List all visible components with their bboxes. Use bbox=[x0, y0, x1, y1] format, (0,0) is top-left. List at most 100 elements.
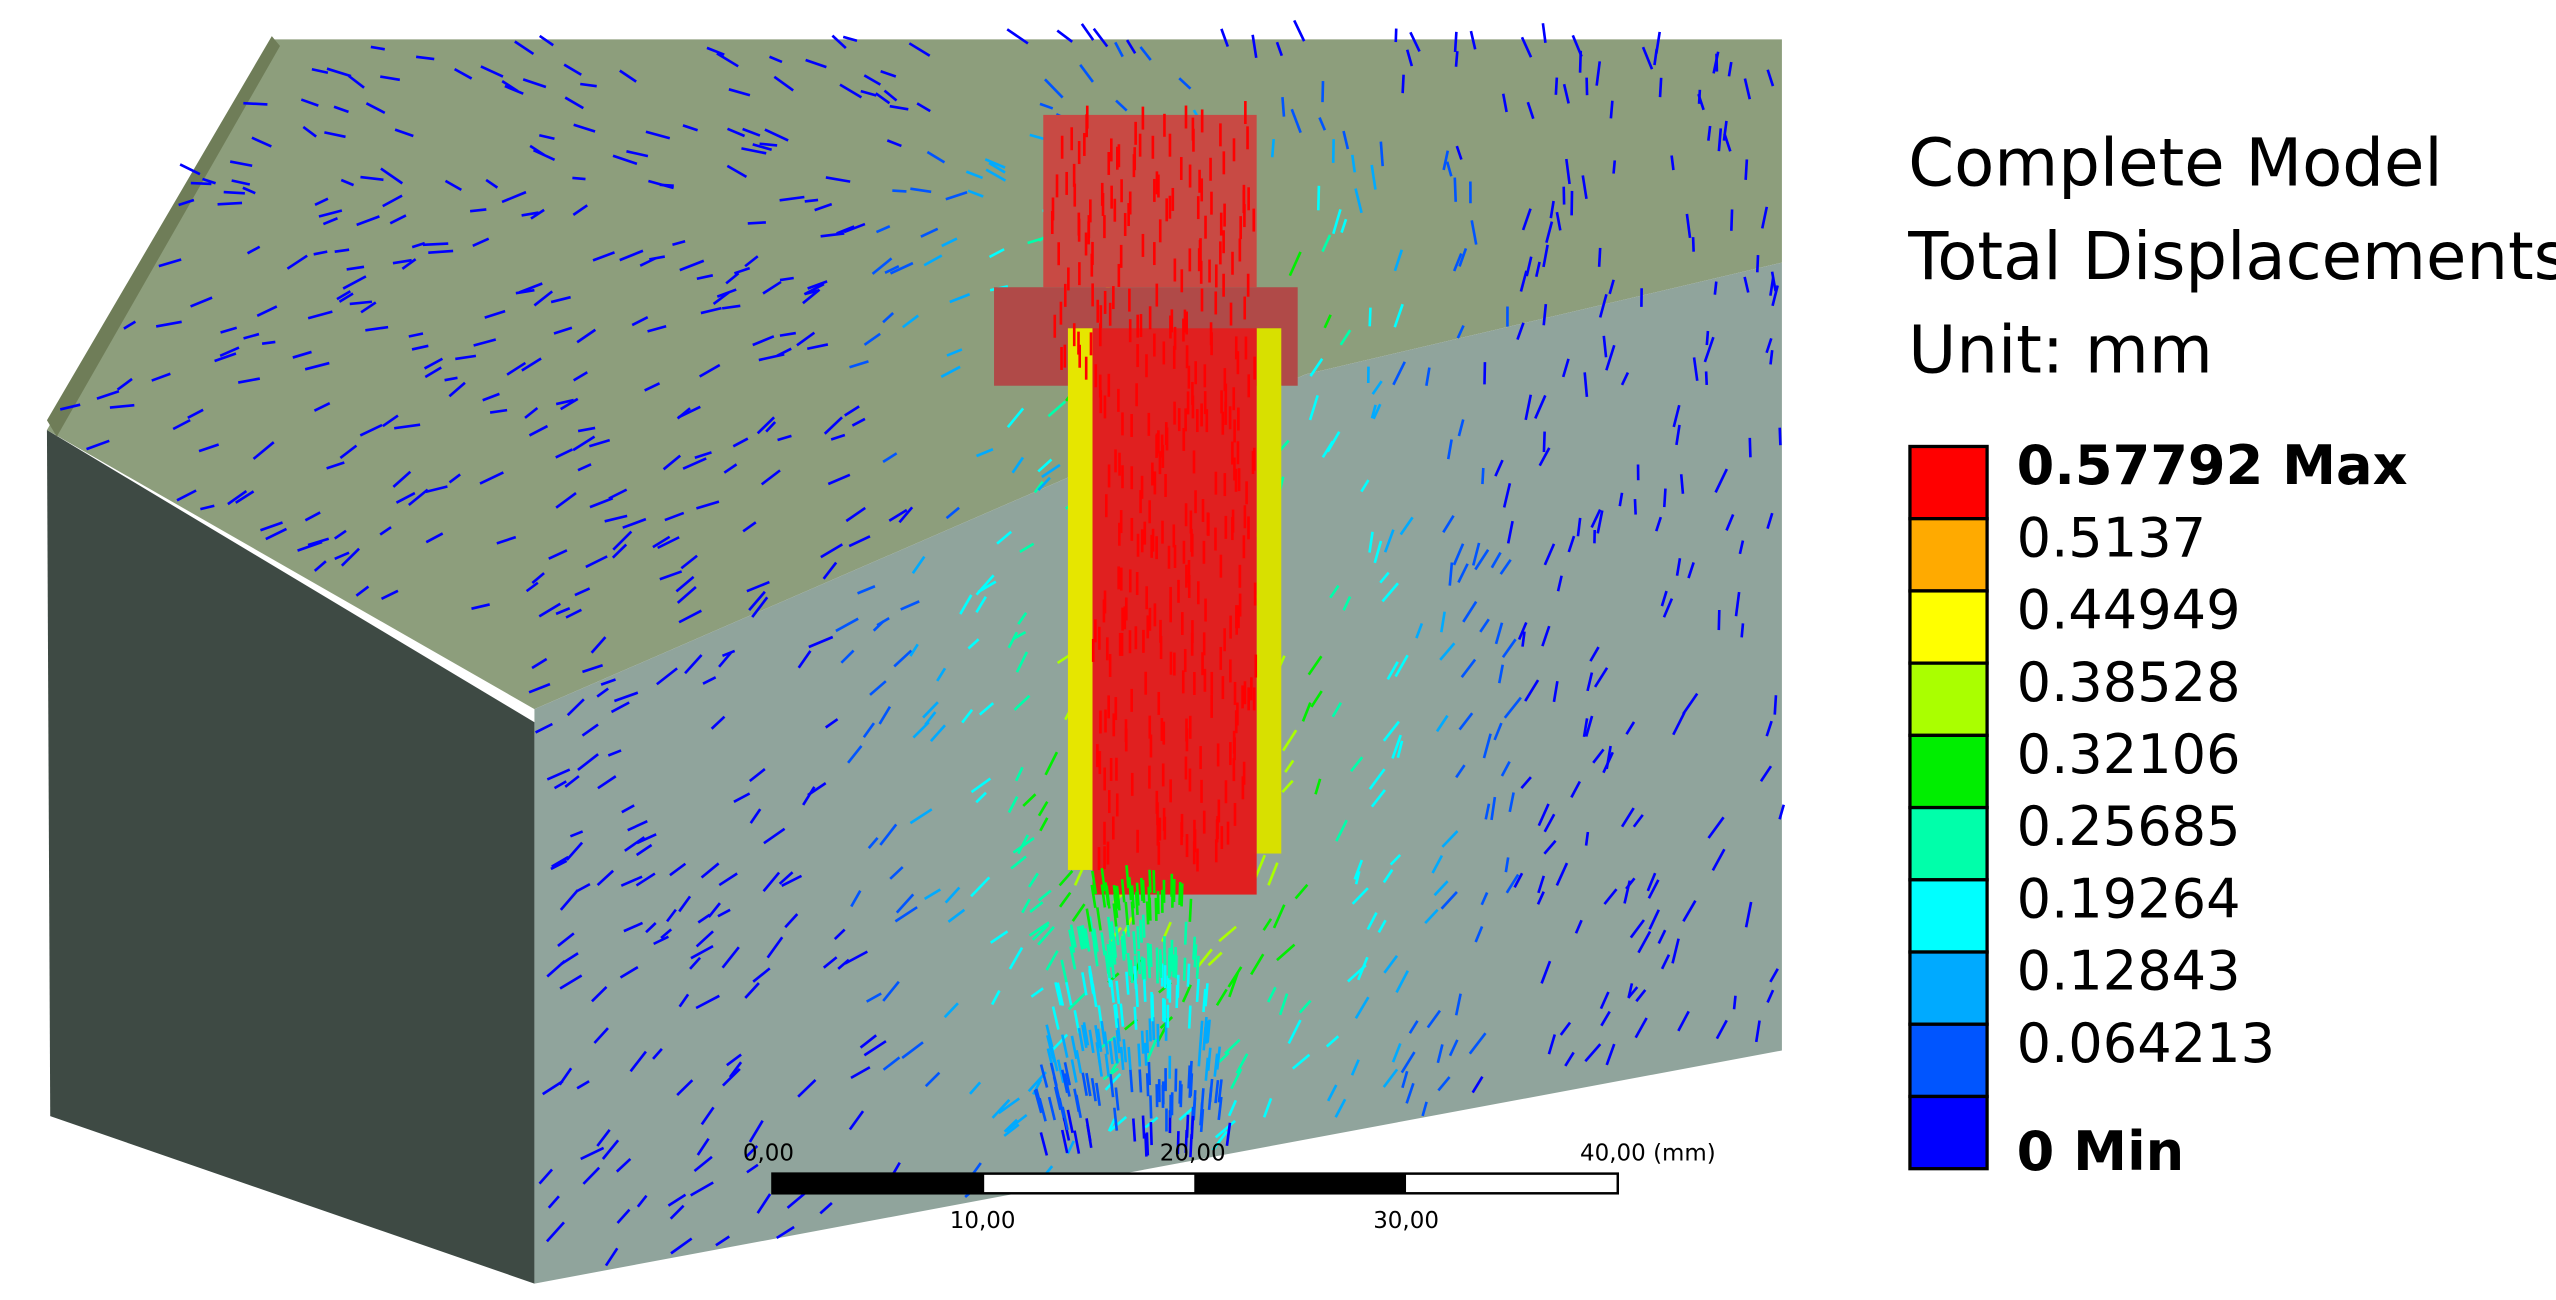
arrow bbox=[1073, 1130, 1081, 1154]
arrow bbox=[1425, 367, 1431, 386]
arrow bbox=[1379, 571, 1390, 584]
arrow bbox=[615, 1158, 632, 1173]
arrow bbox=[96, 390, 120, 400]
arrow bbox=[970, 876, 991, 898]
arrow bbox=[644, 382, 661, 392]
arrow bbox=[190, 181, 212, 186]
arrow bbox=[1112, 934, 1118, 958]
arrow bbox=[1092, 27, 1109, 48]
arrow bbox=[1031, 923, 1050, 941]
arrow bbox=[1202, 988, 1207, 1013]
arrow bbox=[1536, 891, 1545, 905]
arrow bbox=[1351, 887, 1369, 905]
arrow bbox=[989, 930, 1009, 944]
legend-label: 0.38528 bbox=[2017, 651, 2241, 714]
arrow bbox=[551, 855, 569, 868]
arrow bbox=[1605, 344, 1616, 371]
arrow bbox=[1471, 542, 1481, 566]
arrow bbox=[744, 982, 760, 999]
arrow bbox=[1584, 831, 1590, 846]
arrow bbox=[825, 176, 851, 183]
arrow bbox=[752, 967, 771, 983]
arrow bbox=[1149, 1095, 1153, 1119]
arrow bbox=[612, 530, 633, 551]
arrow bbox=[1017, 834, 1029, 855]
legend-label: 0 Min bbox=[2017, 1120, 2185, 1183]
arrow bbox=[1227, 1099, 1238, 1117]
arrow bbox=[1703, 336, 1715, 363]
arrow bbox=[256, 305, 278, 318]
legend-swatch bbox=[1908, 661, 1989, 737]
arrow bbox=[923, 254, 943, 267]
arrow bbox=[752, 335, 775, 347]
legend-label: 0.57792 Max bbox=[2017, 434, 2408, 497]
arrow bbox=[1104, 882, 1110, 906]
arrow bbox=[1211, 1130, 1228, 1152]
arrow bbox=[563, 63, 582, 76]
arrow bbox=[1408, 1020, 1419, 1034]
arrow bbox=[1458, 248, 1468, 267]
arrow bbox=[227, 490, 248, 506]
arrow bbox=[1267, 862, 1279, 886]
arrow bbox=[863, 1040, 887, 1057]
arrow bbox=[1602, 335, 1608, 358]
arrow bbox=[1251, 34, 1258, 58]
arrow bbox=[1497, 664, 1505, 684]
arrow bbox=[1041, 463, 1061, 479]
arrow bbox=[334, 248, 350, 254]
arrow bbox=[314, 197, 329, 206]
arrow bbox=[1037, 801, 1049, 817]
arrow bbox=[1141, 1115, 1146, 1139]
arrow bbox=[1480, 892, 1489, 906]
arrow bbox=[1095, 1082, 1102, 1107]
legend-label: 0.32106 bbox=[2017, 723, 2241, 786]
arrow bbox=[1133, 966, 1138, 990]
arrow bbox=[448, 381, 466, 398]
arrow bbox=[1513, 872, 1524, 888]
arrow bbox=[676, 407, 691, 420]
arrow bbox=[718, 872, 738, 887]
arrow bbox=[1340, 218, 1348, 234]
arrow bbox=[1104, 1053, 1111, 1077]
arrow bbox=[631, 315, 649, 327]
arrow bbox=[1660, 590, 1668, 607]
arrow bbox=[1455, 145, 1463, 160]
arrow bbox=[1543, 543, 1556, 566]
arrow bbox=[1140, 956, 1145, 980]
arrow bbox=[392, 258, 412, 265]
arrow bbox=[874, 92, 891, 105]
arrow bbox=[916, 102, 931, 113]
arrow bbox=[726, 127, 746, 138]
arrow bbox=[1081, 972, 1088, 996]
arrow bbox=[1287, 1019, 1302, 1045]
arrow bbox=[1602, 751, 1614, 774]
arrow bbox=[882, 452, 898, 464]
arrow bbox=[669, 862, 687, 877]
arrow bbox=[765, 421, 777, 433]
arrow bbox=[1582, 718, 1589, 738]
arrow bbox=[1208, 1078, 1214, 1103]
arrow bbox=[1593, 667, 1609, 688]
arrow bbox=[1576, 517, 1582, 537]
arrow bbox=[545, 1221, 565, 1243]
arrow bbox=[1448, 1039, 1459, 1057]
legend-swatch bbox=[1908, 589, 1989, 665]
legend-title: Unit: mm bbox=[1908, 313, 2213, 389]
arrow bbox=[1713, 281, 1718, 295]
arrow bbox=[365, 325, 389, 332]
arrow bbox=[1657, 929, 1667, 944]
arrow bbox=[1332, 209, 1342, 235]
arrow bbox=[151, 372, 171, 382]
arrow bbox=[1778, 804, 1786, 820]
arrow bbox=[725, 272, 740, 285]
arrow bbox=[243, 101, 268, 106]
arrow bbox=[380, 167, 404, 185]
arrow bbox=[1435, 714, 1449, 733]
arrow bbox=[1187, 1065, 1192, 1089]
arrow bbox=[453, 67, 473, 80]
arrow bbox=[1193, 944, 1198, 968]
arrow bbox=[380, 75, 401, 82]
arrow bbox=[158, 258, 182, 268]
arrow bbox=[1250, 953, 1265, 976]
arrow bbox=[1426, 1009, 1442, 1029]
